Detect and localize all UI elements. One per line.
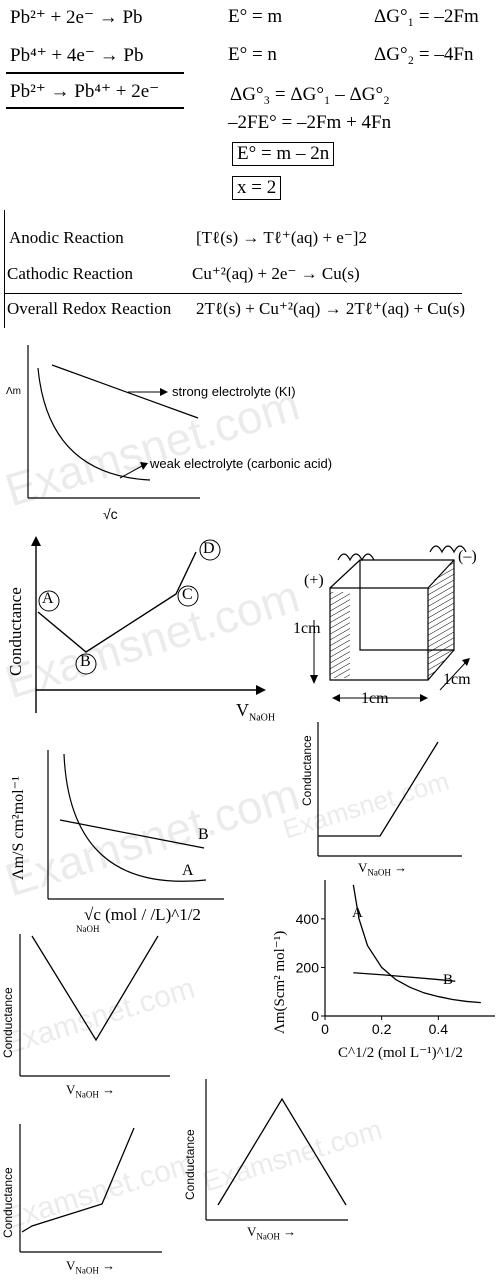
graph2-y-arrowhead bbox=[31, 536, 41, 546]
graph2-ylabel: Conductance bbox=[6, 587, 26, 676]
derivation-step: –2FE° = –2Fm + 4Fn bbox=[228, 112, 391, 134]
graph5-curve bbox=[32, 936, 158, 1040]
graph3-ylabel: Λm/S cm²mol⁻¹ bbox=[8, 776, 28, 880]
cube-plus-label: (+) bbox=[304, 572, 324, 590]
graph7-xlabel: VNaOH → bbox=[66, 1258, 115, 1276]
graph4-ylabel: Conductance bbox=[300, 735, 314, 806]
graph6-series-a bbox=[353, 885, 480, 1003]
cube-width-label: 1cm bbox=[361, 690, 389, 708]
anodic-equation: [Tℓ(s) → Tℓ⁺(aq) + e⁻]2 bbox=[196, 228, 367, 248]
gibbs-2: ΔG°₂ = –4Fn bbox=[374, 44, 473, 66]
cathodic-label: Cathodic Reaction bbox=[7, 264, 133, 284]
graph5-plot bbox=[0, 930, 200, 1080]
cube-left-coil bbox=[338, 554, 374, 560]
graph1-strong-label: strong electrolyte (KI) bbox=[172, 384, 296, 399]
graph3-plot bbox=[0, 742, 260, 912]
graph1-weak-label: weak electrolyte (carbonic acid) bbox=[150, 456, 332, 471]
gibbs-1: ΔG°₁ = –2Fm bbox=[374, 6, 479, 28]
divider-top bbox=[6, 72, 184, 74]
reaction-1: Pb²⁺ + 2e⁻ → Pb bbox=[10, 6, 143, 29]
graph2-label-b: B bbox=[80, 653, 91, 671]
table-left-border bbox=[4, 210, 5, 328]
graph6-x-tick-label: 0.4 bbox=[429, 1021, 449, 1037]
cube-left-plate bbox=[330, 592, 350, 678]
result-x: x = 2 bbox=[232, 176, 281, 200]
cube-minus-label: (–) bbox=[458, 548, 477, 566]
graph8-xarrow: → bbox=[283, 1224, 296, 1239]
graph5-ylabel: Conductance bbox=[1, 987, 15, 1058]
cube-right-plate bbox=[428, 560, 454, 680]
cube-depth-label: 1cm bbox=[443, 671, 471, 689]
potential-2: E° = n bbox=[228, 44, 277, 66]
graph1-ylabel: Λm bbox=[6, 386, 21, 397]
graph8-xlabel: VNaOH → bbox=[247, 1224, 296, 1242]
graph4-xarrow: → bbox=[394, 860, 407, 875]
cube-height-label: 1cm bbox=[293, 620, 321, 638]
graph6-label-b: B bbox=[443, 972, 453, 989]
graph6-y-tick-label: 400 bbox=[296, 911, 320, 927]
graph6-xlabel: C^1/2 (mol L⁻¹)^1/2 bbox=[338, 1043, 463, 1062]
graph6-chart: 0 200 400 0 0.2 0.4 bbox=[300, 878, 500, 1058]
graph7-ylabel: Conductance bbox=[1, 1167, 15, 1238]
graph3-label-b: B bbox=[198, 826, 209, 844]
graph2-xlabel: VNaOH bbox=[236, 700, 275, 724]
divider-bottom bbox=[6, 107, 184, 109]
graph6-y-tick-label: 0 bbox=[311, 1008, 319, 1024]
reaction-2: Pb⁴⁺ + 4e⁻ → Pb bbox=[10, 44, 143, 67]
graph5-xlabel: VNaOH → bbox=[66, 1082, 115, 1100]
overall-equation: 2Tℓ(s) + Cu⁺²(aq) → 2Tℓ⁺(aq) + Cu(s) bbox=[196, 299, 465, 319]
cathodic-equation: Cu⁺²(aq) + 2e⁻ → Cu(s) bbox=[192, 264, 360, 284]
graph8-ylabel: Conductance bbox=[183, 1129, 197, 1200]
cube-width-arrowhead-right bbox=[420, 694, 428, 702]
graph6-x-tick-label: 0.2 bbox=[372, 1021, 392, 1037]
graph3-xlabel: √c (mol / /L)^1/2 bbox=[84, 905, 201, 925]
graph2-label-d: D bbox=[203, 540, 215, 558]
graph4-curve bbox=[318, 742, 438, 836]
graph1-weak-curve bbox=[38, 368, 150, 480]
graph4-plot bbox=[300, 718, 490, 878]
graph6-y-tick-label: 200 bbox=[296, 959, 320, 975]
graph1-strong-arrowhead bbox=[160, 388, 168, 396]
graph8-plot bbox=[200, 1075, 360, 1225]
graph7-plot bbox=[0, 1120, 200, 1260]
graph6-x-tick-label: 0 bbox=[321, 1021, 329, 1037]
graph3-curve-b bbox=[60, 820, 204, 848]
graph6-ylabel: Λm(Scm² mol⁻¹) bbox=[270, 931, 289, 1034]
anodic-label: Anodic Reaction bbox=[9, 228, 124, 248]
graph1-plot bbox=[0, 340, 380, 530]
graph7-xarrow: → bbox=[102, 1258, 115, 1273]
gibbs-relation: ΔG°₃ = ΔG°₁ – ΔG°₂ bbox=[230, 84, 390, 106]
graph2-x-arrowhead bbox=[256, 685, 266, 695]
table-divider bbox=[4, 293, 462, 294]
overall-label: Overall Redox Reaction bbox=[7, 299, 171, 319]
graph6-label-a: A bbox=[352, 905, 363, 922]
graph3-label-a: A bbox=[182, 862, 194, 880]
cube-width-arrowhead-left bbox=[332, 694, 340, 702]
graph2-label-c: C bbox=[182, 586, 193, 604]
reaction-3: Pb²⁺ → Pb⁴⁺ + 2e⁻ bbox=[10, 80, 159, 103]
cube-edge bbox=[330, 560, 360, 588]
graph1-xlabel: √c bbox=[103, 506, 118, 522]
graph2-label-a: A bbox=[42, 590, 54, 608]
cube-height-arrowhead bbox=[310, 675, 318, 684]
graph1-weak-arrow bbox=[120, 466, 142, 478]
graph8-curve bbox=[218, 1099, 346, 1205]
result-potential: E° = m – 2n bbox=[232, 142, 334, 166]
graph4-xlabel: VNaOH → bbox=[358, 860, 407, 878]
potential-1: E° = m bbox=[228, 6, 282, 28]
graph7-curve bbox=[22, 1128, 134, 1232]
graph5-xarrow: → bbox=[102, 1082, 115, 1097]
graph2-curve bbox=[38, 552, 196, 652]
graph6-series-b bbox=[353, 973, 455, 982]
